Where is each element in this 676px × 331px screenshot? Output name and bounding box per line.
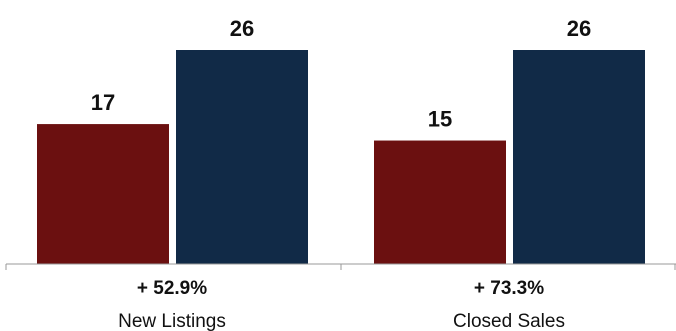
change-label-new-listings: + 52.9% <box>137 278 207 299</box>
category-labels-layer: + 52.9% New Listings + 73.3% Closed Sale… <box>118 278 565 331</box>
category-label-closed-sales: Closed Sales <box>453 311 565 331</box>
bars-layer <box>37 50 645 264</box>
value-labels-layer: 17 26 15 26 <box>91 16 591 132</box>
bar-closed-sales-series-2 <box>513 50 645 264</box>
bar-new-listings-series-2 <box>176 50 308 264</box>
value-label-new-listings-series-1: 17 <box>91 90 115 115</box>
bar-closed-sales-series-1 <box>374 140 506 264</box>
value-label-closed-sales-series-2: 26 <box>567 16 591 41</box>
value-label-new-listings-series-2: 26 <box>230 16 254 41</box>
category-label-new-listings: New Listings <box>118 311 226 331</box>
value-label-closed-sales-series-1: 15 <box>428 107 452 132</box>
change-label-closed-sales: + 73.3% <box>474 278 544 299</box>
bar-new-listings-series-1 <box>37 124 169 264</box>
